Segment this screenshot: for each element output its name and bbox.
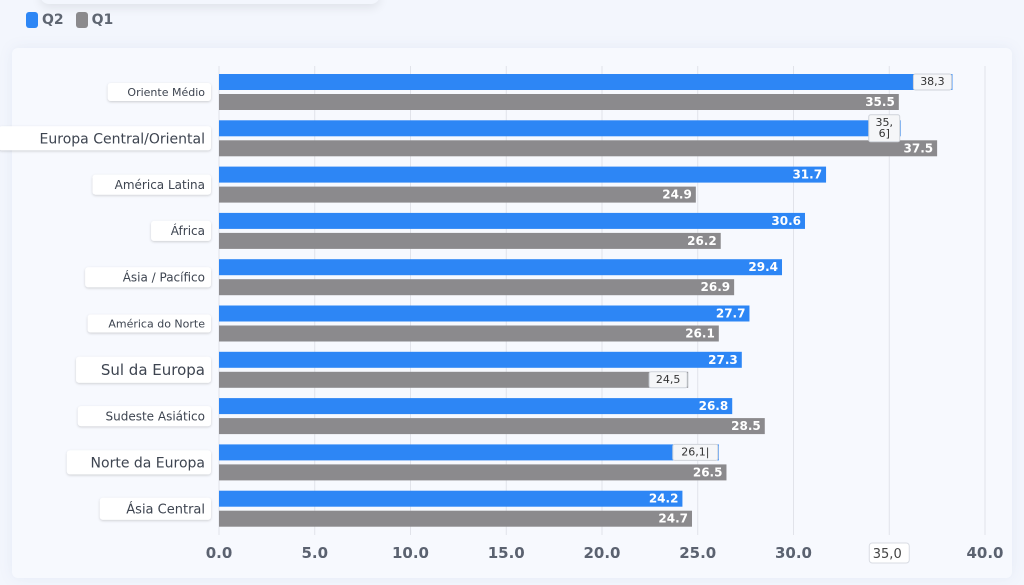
- category-label-box: [99, 497, 211, 520]
- data-label-box: [868, 114, 901, 143]
- bar-q1: [219, 464, 727, 481]
- category-label-box: [66, 450, 212, 475]
- legend: Q2 Q1: [26, 12, 113, 28]
- data-label: 26.2: [687, 234, 717, 248]
- category-label-box: [0, 126, 211, 151]
- category-label: Oriente Médio: [127, 86, 205, 99]
- x-tick-label: 35,0: [873, 547, 902, 562]
- bar-q2: [219, 490, 683, 507]
- data-label: 28.5: [731, 419, 761, 433]
- bar-q2: [219, 444, 719, 461]
- data-label: 30.6: [771, 214, 801, 228]
- legend-label-q2: Q2: [42, 12, 64, 28]
- data-label: 26.5: [693, 465, 723, 479]
- bar-q1: [219, 371, 689, 388]
- category-label-box: [87, 314, 211, 333]
- bar-q2: [219, 212, 805, 229]
- legend-swatch-q1: [75, 12, 88, 28]
- x-tick-label: 15.0: [488, 544, 525, 562]
- x-tick-label: 0.0: [206, 544, 233, 562]
- data-label: 24.2: [649, 492, 679, 506]
- bar-q1: [219, 325, 719, 342]
- data-label-box: [672, 443, 719, 461]
- bar-q1: [219, 232, 721, 249]
- category-label-box: [92, 174, 211, 195]
- data-label: 31.7: [792, 168, 822, 182]
- data-label: 26.1: [685, 327, 715, 341]
- category-label-box: [151, 220, 211, 241]
- category-label-box: [107, 83, 211, 101]
- x-tick-label: 5.0: [301, 544, 328, 562]
- x-tick-label: 40.0: [966, 544, 1003, 562]
- category-label-box: [85, 267, 211, 288]
- data-label: 24,5: [656, 373, 681, 386]
- tick-label-box: [868, 542, 910, 564]
- bar-q1: [219, 140, 938, 157]
- data-label: 24.7: [658, 512, 688, 526]
- data-label: 35,: [875, 116, 893, 129]
- bar-q2: [219, 166, 827, 183]
- category-label-box: [76, 356, 211, 383]
- x-tick-label: 25.0: [679, 544, 716, 562]
- category-label: América do Norte: [108, 317, 205, 330]
- data-label: 6]: [879, 127, 890, 140]
- legend-label-q1: Q1: [91, 12, 114, 28]
- data-label: 26,1|: [681, 445, 709, 458]
- bar-q1: [219, 94, 899, 110]
- category-label: Sul da Europa: [101, 361, 205, 379]
- bar-q2: [219, 351, 742, 368]
- category-label-box: [77, 406, 211, 427]
- data-label: 24.9: [662, 188, 692, 202]
- data-label-box: [648, 371, 688, 389]
- data-label-box: [912, 73, 952, 91]
- data-label: 35.5: [865, 95, 895, 109]
- x-tick-label: 30.0: [775, 544, 812, 562]
- legend-item-q1[interactable]: Q1: [75, 12, 114, 28]
- category-label: Ásia Central: [126, 501, 205, 517]
- bar-q2: [219, 259, 783, 276]
- data-label: 38,3: [920, 75, 945, 88]
- data-label: 37.5: [904, 141, 934, 155]
- category-label: Sudeste Asiático: [105, 409, 205, 423]
- bar-q2: [219, 398, 733, 415]
- x-tick-label: 10.0: [392, 544, 429, 562]
- category-label: África: [171, 223, 205, 238]
- data-label: 27.3: [708, 353, 738, 367]
- bar-q1: [219, 510, 693, 527]
- legend-swatch-q2: [26, 12, 38, 28]
- bar-q2: [219, 305, 750, 322]
- bar-q1: [219, 418, 765, 435]
- bar-q2: [219, 120, 901, 137]
- category-label: Ásia / Pacífico: [123, 270, 205, 285]
- bar-q1: [219, 279, 735, 296]
- top-panel-shadow: [40, 0, 380, 4]
- data-label: 26.9: [701, 280, 731, 294]
- bar-q1: [219, 186, 696, 203]
- legend-item-q2[interactable]: Q2: [26, 12, 64, 28]
- category-label: Norte da Europa: [91, 455, 205, 471]
- x-tick-label: 20.0: [583, 544, 620, 562]
- category-label: Europa Central/Oriental: [40, 131, 205, 147]
- category-label: América Latina: [115, 178, 205, 192]
- data-label: 26.8: [699, 399, 729, 413]
- data-label: 27.7: [716, 307, 746, 321]
- data-label: 29.4: [748, 260, 778, 274]
- bar-q2: [219, 74, 953, 90]
